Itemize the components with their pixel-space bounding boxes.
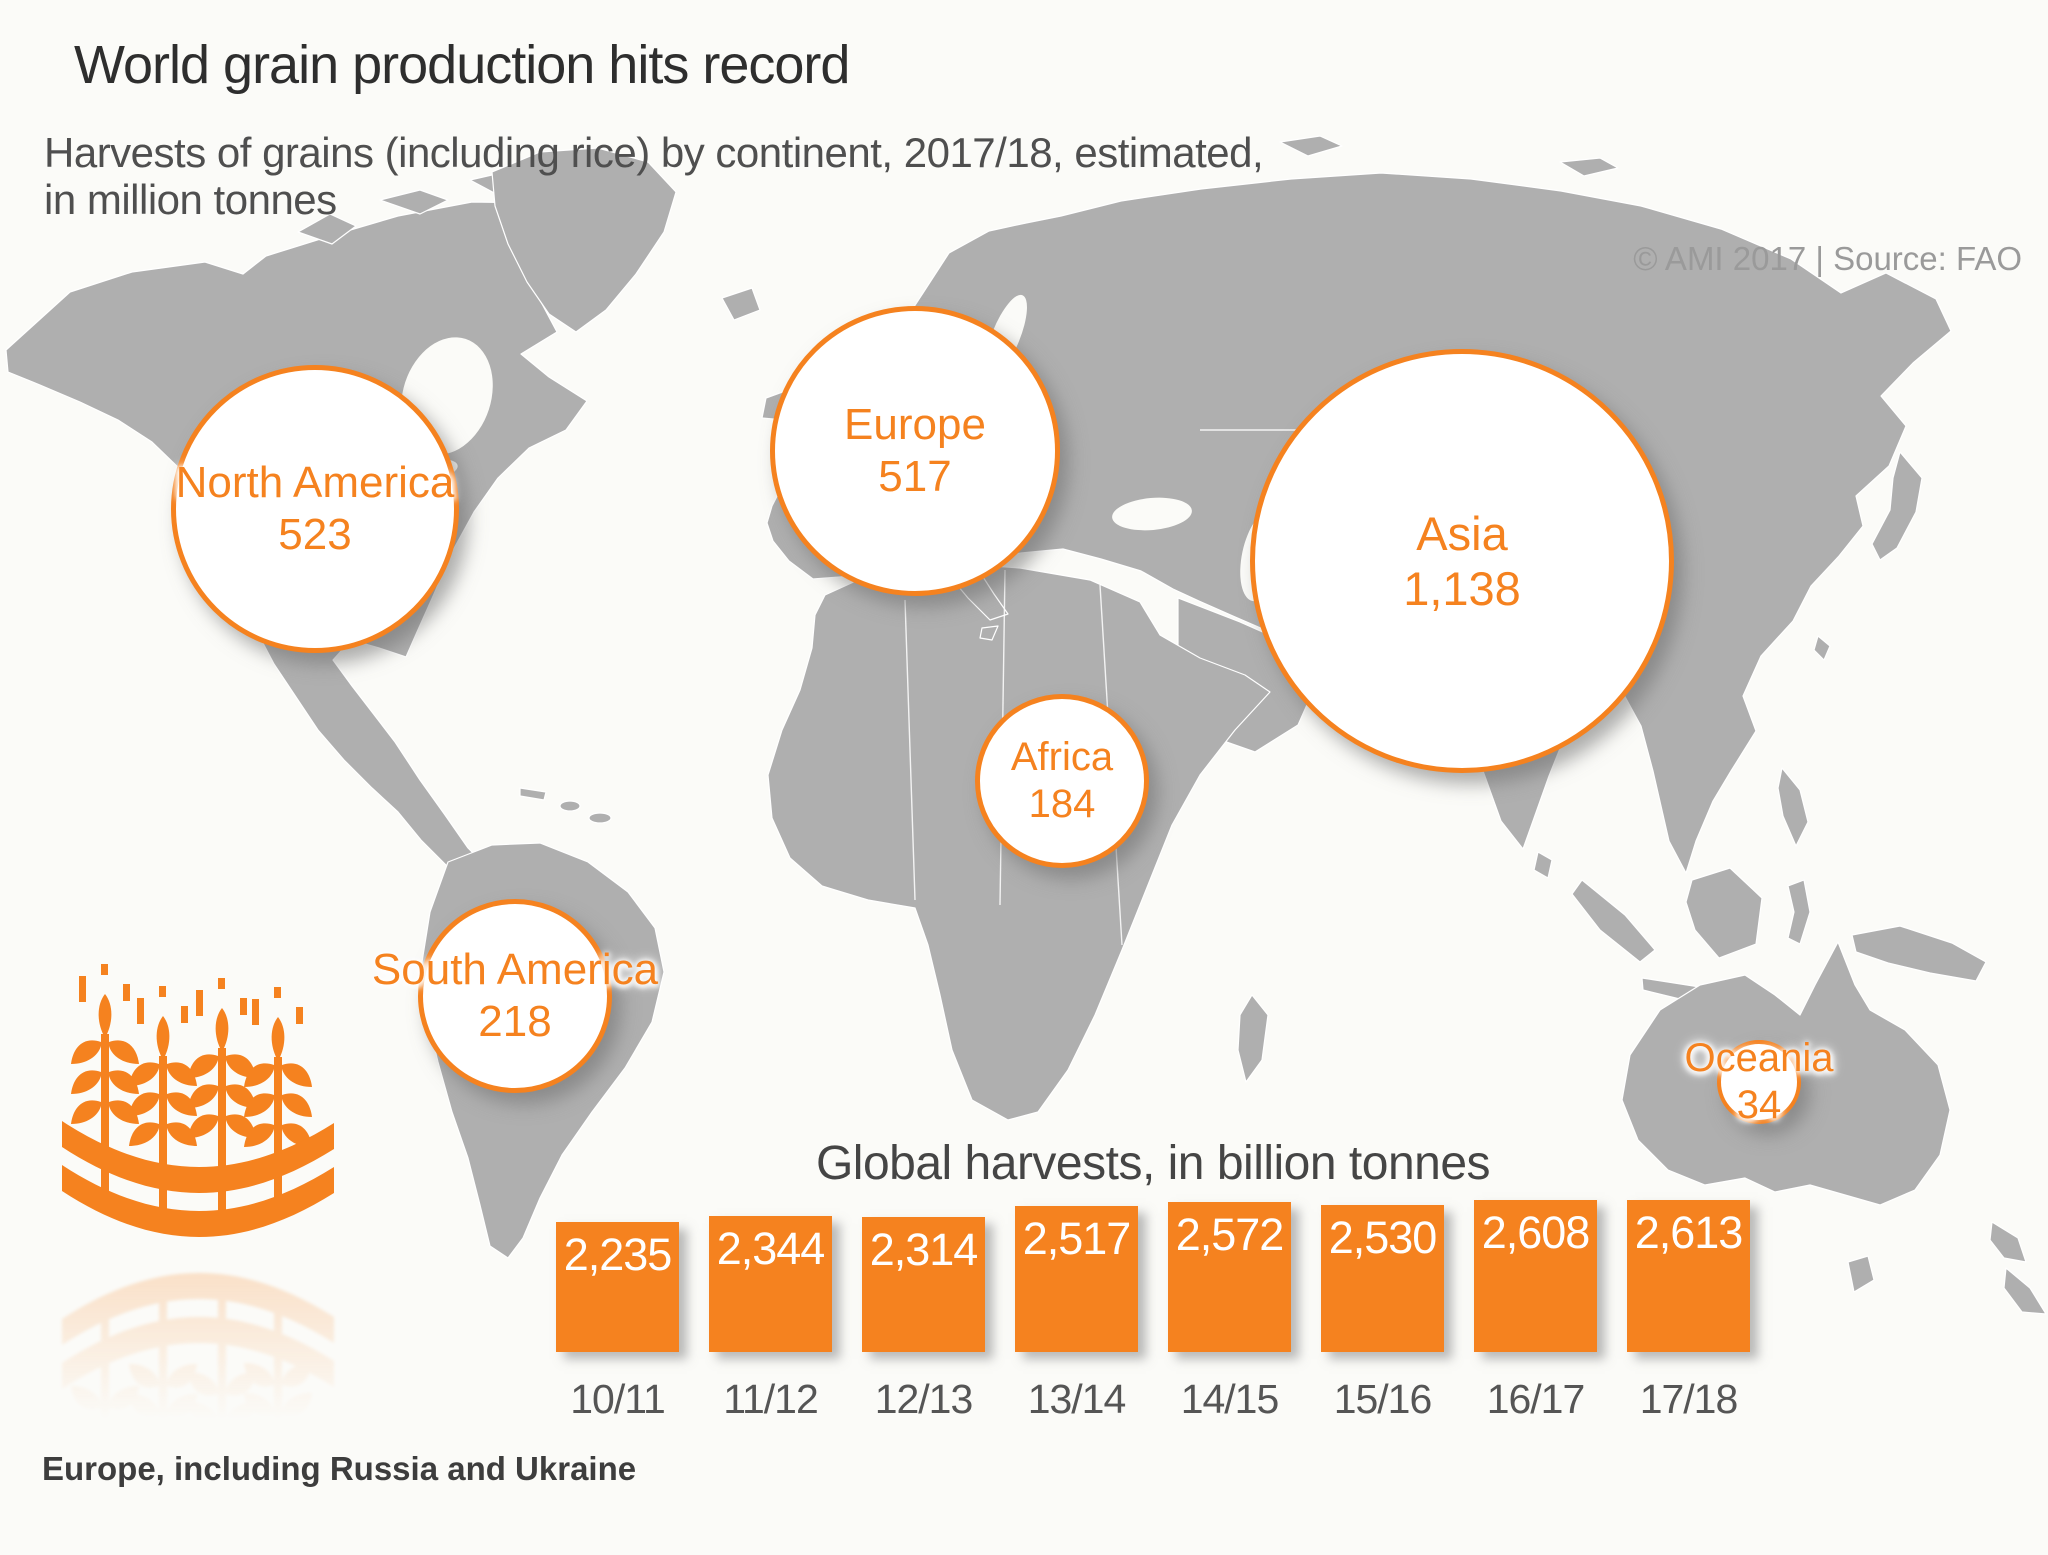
island-shape-new-guinea: [1851, 925, 1987, 982]
bubble-asia-text: Asia 1,138: [1403, 506, 1521, 617]
subtitle-line-2: in million tonnes: [44, 176, 337, 223]
bar-11-12: 2,344: [709, 1216, 832, 1352]
bar-chart-title: Global harvests, in billion tonnes: [815, 1137, 1491, 1190]
footnote: Europe, including Russia and Ukraine: [42, 1450, 637, 1487]
bubble-value: 1,138: [1403, 562, 1521, 615]
bar-chart: Global harvests, in billion tonnes 2,235…: [556, 1137, 1750, 1422]
bar-17-18: 2,613: [1627, 1200, 1750, 1352]
bar-16-17: 2,608: [1474, 1200, 1597, 1352]
bar-value-label: 2,608: [1481, 1207, 1591, 1258]
bar-10-11: 2,235: [556, 1222, 679, 1352]
bar-14-15: 2,572: [1168, 1202, 1291, 1352]
bar-category-label: 13/14: [1027, 1376, 1127, 1422]
bubble-europe-text: Europe 517: [844, 399, 986, 503]
bar-category-label: 11/12: [723, 1376, 819, 1422]
bubble-south-america-text: South America 218: [372, 944, 658, 1048]
bubble-north-america: North America 523: [171, 365, 459, 653]
bubble-value: 184: [1028, 782, 1096, 826]
bar-category-label: 12/13: [874, 1376, 974, 1422]
bar-value-label: 2,314: [869, 1224, 979, 1275]
bubble-label: North America: [175, 458, 455, 508]
bubble-label: Oceania: [1684, 1035, 1834, 1080]
page-title: World grain production hits record: [74, 35, 850, 95]
bubble-value: 34: [1736, 1083, 1782, 1127]
bubble-value: 523: [278, 510, 352, 559]
bubble-africa: Africa 184: [975, 694, 1149, 868]
bubble-label: South America: [371, 945, 659, 995]
bubble-south-america: South America 218: [372, 899, 658, 1093]
bubble-label: Africa: [1010, 734, 1114, 779]
bubble-value: 517: [878, 452, 952, 501]
bar-value-label: 2,613: [1634, 1207, 1744, 1258]
bar-value-label: 2,235: [563, 1229, 673, 1280]
bar-15-16: 2,530: [1321, 1205, 1444, 1352]
bubble-europe: Europe 517: [770, 306, 1060, 596]
subtitle-line-1: Harvests of grains (including rice) by c…: [44, 129, 1264, 176]
bar-category-label: 15/16: [1333, 1376, 1433, 1422]
bubble-oceania: Oceania 34: [1685, 1036, 1834, 1127]
bubble-asia: Asia 1,138: [1250, 349, 1674, 773]
bar-value-label: 2,572: [1175, 1209, 1285, 1260]
bar-value-label: 2,344: [716, 1223, 826, 1274]
bubble-north-america-text: North America 523: [176, 457, 455, 561]
bubble-oceania-text: Oceania 34: [1685, 1035, 1834, 1129]
bar-category-label: 14/15: [1180, 1376, 1280, 1422]
wheat-grain-logo-icon: [42, 955, 354, 1255]
bar-category-label: 10/11: [570, 1376, 666, 1422]
bubble-value: 218: [478, 997, 552, 1046]
bar-category-label: 16/17: [1486, 1376, 1586, 1422]
bar-category-label: 17/18: [1639, 1376, 1739, 1422]
island-shape-japan: [1871, 451, 1923, 561]
bar-value-label: 2,517: [1022, 1213, 1132, 1264]
bubble-africa-text: Africa 184: [1011, 734, 1113, 828]
infographic-stage: World grain production hits record Harve…: [5, 35, 2047, 1546]
bar-value-label: 2,530: [1328, 1212, 1438, 1263]
bubble-label: Europe: [844, 400, 986, 450]
bar-12-13: 2,314: [862, 1217, 985, 1352]
island-shape-greenland: [491, 147, 677, 333]
bar-13-14: 2,517: [1015, 1206, 1138, 1352]
copyright-source-note: © AMI 2017 | Source: FAO: [1633, 240, 2022, 277]
bubble-label: Asia: [1416, 506, 1508, 560]
island-shape-madagascar: [1237, 994, 1269, 1083]
